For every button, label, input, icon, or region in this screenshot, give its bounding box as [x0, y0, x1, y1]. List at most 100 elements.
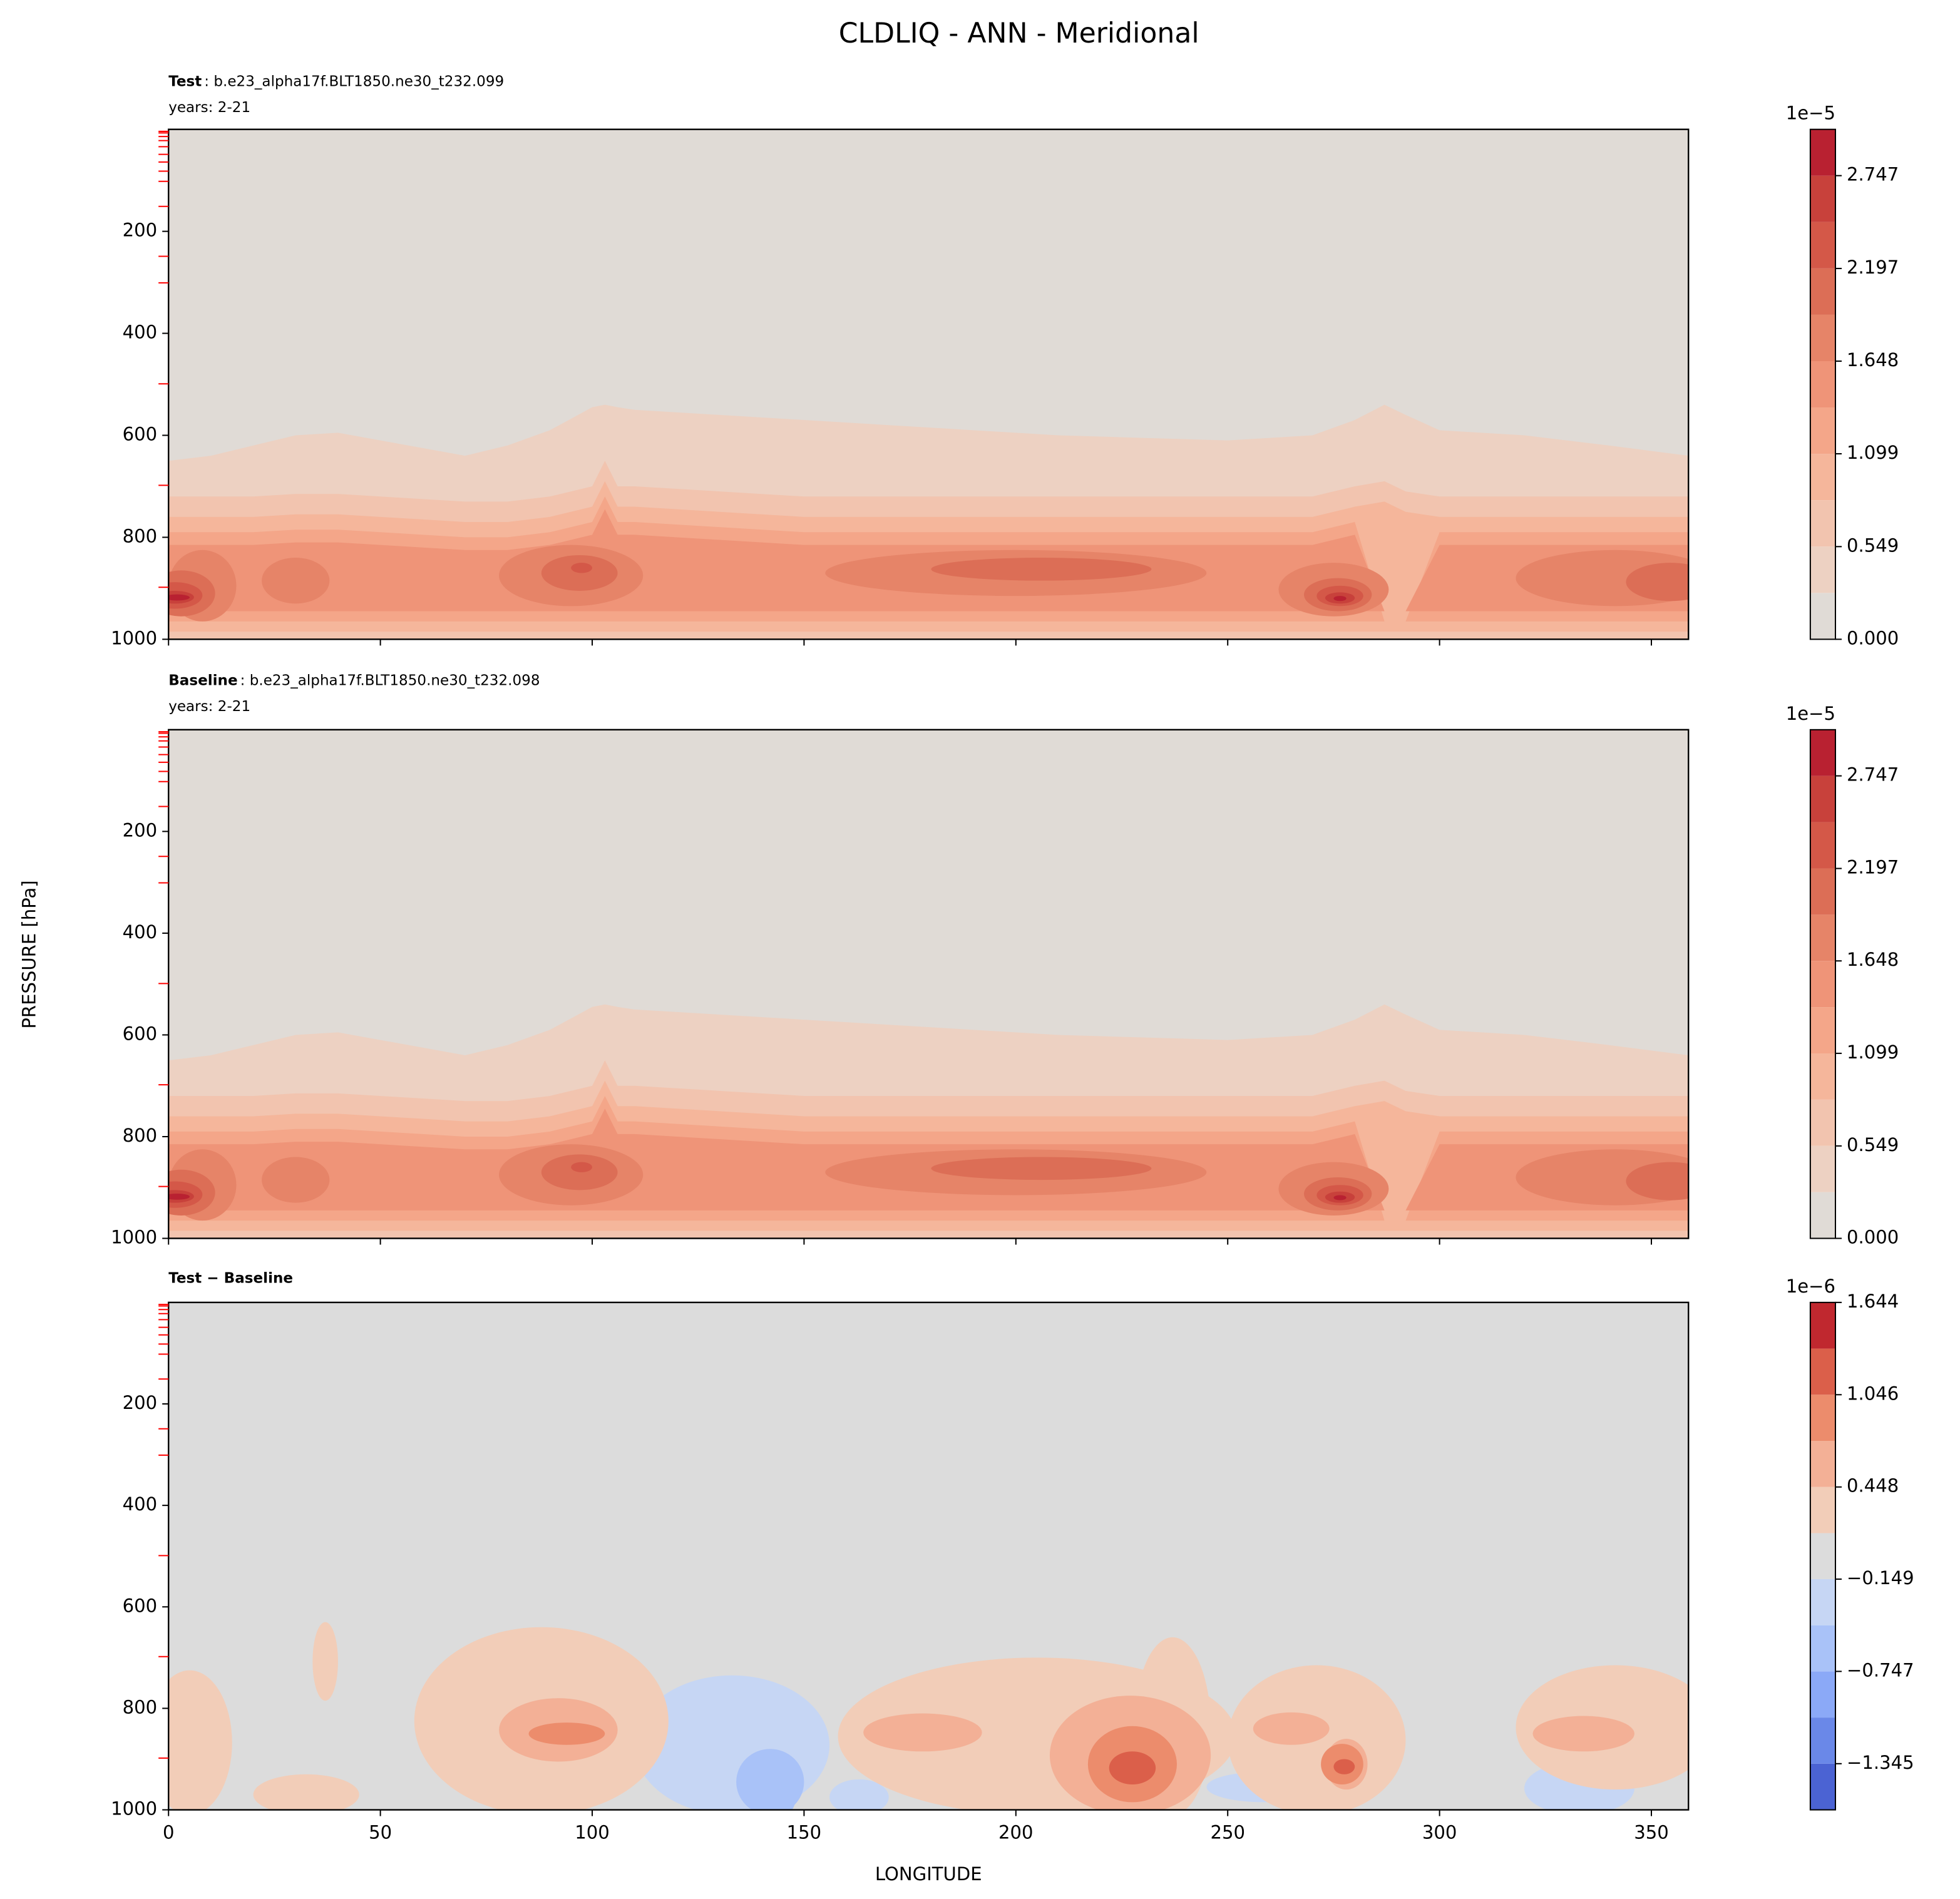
colorbar-band [1810, 868, 1836, 915]
figure-title: CLDLIQ - ANN - Meridional [839, 18, 1199, 49]
colorbar-band [1810, 454, 1836, 501]
colorbar-band [1810, 1099, 1836, 1146]
x-tick-label: 300 [1422, 1822, 1457, 1843]
contour-region [1253, 1712, 1330, 1745]
colorbar-tick-label: 1.644 [1847, 1291, 1899, 1312]
colorbar-offset: 1e−6 [1786, 1276, 1835, 1297]
y-tick-label: 400 [123, 1493, 158, 1515]
colorbar-band [1810, 914, 1836, 961]
panel-label: Baseline: b.e23_alpha17f.BLT1850.ne30_t2… [168, 672, 540, 688]
colorbar-band [1810, 361, 1836, 408]
colorbar-band [1810, 546, 1836, 593]
contour-region [168, 594, 190, 601]
colorbar-frame [1809, 729, 1837, 1239]
colorbar-band [1810, 1441, 1836, 1487]
colorbar-band [1810, 1533, 1836, 1579]
colorbar-tick-label: −0.747 [1847, 1659, 1914, 1681]
colorbar-frame [1809, 1301, 1837, 1811]
y-tick-label: 400 [123, 322, 158, 343]
y-tick-label: 600 [123, 423, 158, 444]
contour-region [829, 1779, 889, 1810]
plot-area [168, 129, 1689, 640]
contour-region [528, 1722, 605, 1745]
y-tick-label: 200 [123, 220, 158, 241]
colorbar-band [1810, 1717, 1836, 1764]
contour-region [863, 1713, 982, 1752]
contour-region [1333, 596, 1347, 601]
colorbar-tick-label: 1.099 [1847, 442, 1899, 463]
y-tick-label: 800 [123, 525, 158, 546]
colorbar-tick-label: 1.099 [1847, 1042, 1899, 1063]
contour-region [1626, 563, 1689, 601]
contour-region [541, 555, 618, 591]
colorbar-band [1810, 314, 1836, 362]
colorbar-band [1810, 1763, 1836, 1810]
contour-region [262, 558, 330, 604]
x-axis-label: LONGITUDE [875, 1863, 982, 1885]
panel-label-bold: Baseline [168, 672, 237, 688]
colorbar-frame [1809, 128, 1837, 640]
colorbar-band [1810, 1145, 1836, 1192]
y-tick-label: 200 [123, 1392, 158, 1413]
colorbar-tick-label: 0.448 [1847, 1475, 1899, 1497]
panel-label: Test: b.e23_alpha17f.BLT1850.ne30_t232.0… [168, 73, 504, 90]
colorbar-band [1810, 500, 1836, 547]
y-axis-label: PRESSURE [hPa] [19, 880, 40, 1028]
x-tick-label: 350 [1634, 1822, 1669, 1843]
colorbar-band [1810, 593, 1836, 640]
panel-label-case: : b.e23_alpha17f.BLT1850.ne30_t232.098 [240, 672, 540, 688]
contour-region [571, 563, 593, 573]
colorbar-band [1810, 961, 1836, 1008]
colorbar-band [1810, 222, 1836, 269]
panel-label-bold: Test [168, 73, 202, 90]
colorbar-band [1810, 129, 1836, 176]
colorbar-offset: 1e−5 [1786, 103, 1835, 124]
contour-region [931, 1157, 1152, 1180]
y-tick-label: 200 [123, 819, 158, 841]
colorbar-tick-label: 0.000 [1847, 1227, 1899, 1248]
panel-label-case: : b.e23_alpha17f.BLT1850.ne30_t232.099 [204, 73, 504, 90]
contour-region [1333, 1195, 1347, 1200]
colorbar-tick-label: 0.549 [1847, 1134, 1899, 1155]
colorbar-tick-label: −1.345 [1847, 1752, 1914, 1773]
colorbar-tick-label: −0.149 [1847, 1567, 1914, 1589]
colorbar-tick-label: 1.648 [1847, 949, 1899, 970]
colorbar-tick-label: 2.747 [1847, 164, 1899, 185]
x-tick-label: 100 [575, 1822, 610, 1843]
colorbar-band [1810, 775, 1836, 822]
colorbar-band [1810, 1348, 1836, 1395]
contour-region [571, 1162, 593, 1172]
colorbar-band [1810, 729, 1836, 776]
colorbar-tick-label: 0.000 [1847, 627, 1899, 648]
y-tick-label: 600 [123, 1595, 158, 1616]
panel-label-bold: Test − Baseline [168, 1270, 293, 1286]
colorbar-band [1810, 1302, 1836, 1349]
colorbar-band [1810, 1671, 1836, 1718]
panel-label: Test − Baseline [168, 1270, 293, 1286]
y-tick-label: 1000 [111, 1227, 157, 1248]
contour-region [1109, 1751, 1156, 1784]
panel-years: years: 2-21 [168, 699, 250, 715]
plot-area [168, 729, 1689, 1239]
y-tick-label: 1000 [111, 1798, 157, 1820]
colorbar-band [1810, 268, 1836, 315]
contour-region [168, 1670, 232, 1810]
contour-region [541, 1154, 618, 1190]
colorbar-band [1810, 1192, 1836, 1239]
contour-region [931, 558, 1152, 581]
colorbar-tick-label: 1.648 [1847, 349, 1899, 371]
colorbar-band [1810, 1487, 1836, 1533]
contour-region [168, 1194, 190, 1200]
colorbar-offset: 1e−5 [1786, 703, 1835, 724]
colorbar-band [1810, 1625, 1836, 1672]
x-tick-label: 50 [369, 1822, 392, 1843]
colorbar-band [1810, 1579, 1836, 1625]
colorbar-band [1810, 175, 1836, 222]
colorbar-tick-label: 2.197 [1847, 857, 1899, 878]
colorbar-tick-label: 0.549 [1847, 535, 1899, 556]
colorbar-tick-label: 2.197 [1847, 257, 1899, 278]
plot-area [168, 1302, 1689, 1810]
y-tick-label: 400 [123, 921, 158, 943]
